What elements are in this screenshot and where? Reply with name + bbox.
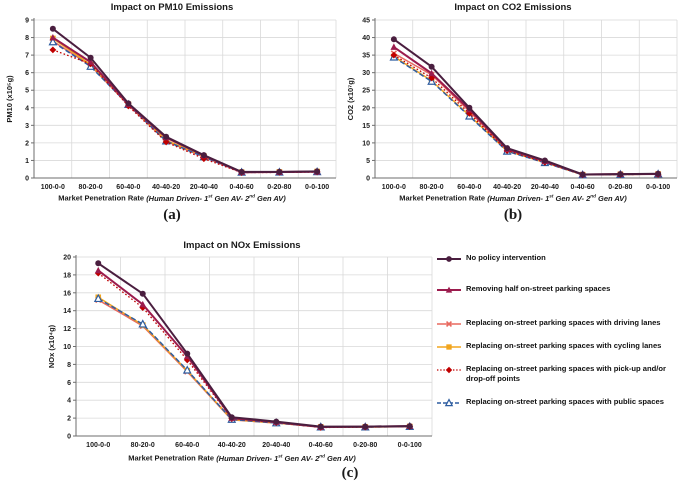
svg-text:4: 4 xyxy=(25,105,29,112)
svg-text:0-20-80: 0-20-80 xyxy=(608,184,632,191)
svg-text:80-20-0: 80-20-0 xyxy=(79,184,103,191)
svg-text:60-40-0: 60-40-0 xyxy=(116,184,140,191)
svg-text:1: 1 xyxy=(25,158,29,165)
svg-text:35: 35 xyxy=(362,53,370,60)
svg-text:100-0-0: 100-0-0 xyxy=(382,184,406,191)
svg-text:14: 14 xyxy=(63,308,71,315)
svg-text:80-20-0: 80-20-0 xyxy=(131,442,155,449)
svg-text:5: 5 xyxy=(25,88,29,95)
svg-text:6: 6 xyxy=(25,70,29,77)
svg-text:0: 0 xyxy=(25,176,29,183)
svg-text:3: 3 xyxy=(25,123,29,130)
svg-text:60-40-0: 60-40-0 xyxy=(175,442,199,449)
legend-label: Removing half on-street parking spaces xyxy=(466,284,611,293)
svg-text:45: 45 xyxy=(362,18,370,25)
legend-item-no-policy: No policy intervention xyxy=(436,253,680,264)
svg-text:18: 18 xyxy=(63,272,71,279)
svg-text:10: 10 xyxy=(63,344,71,351)
svg-text:2: 2 xyxy=(67,416,71,423)
public-spaces-marker-icon xyxy=(437,397,461,406)
svg-text:2: 2 xyxy=(25,140,29,147)
caption-c: (c) xyxy=(341,465,359,481)
legend: No policy intervention Removing half on-s… xyxy=(436,253,680,419)
svg-text:100-0-0: 100-0-0 xyxy=(41,184,65,191)
svg-text:100-0-0: 100-0-0 xyxy=(86,442,110,449)
svg-text:16: 16 xyxy=(63,290,71,297)
svg-text:40-40-20: 40-40-20 xyxy=(152,184,180,191)
legend-item-cycling-lanes: Replacing on-street parking spaces with … xyxy=(436,341,680,352)
legend-item-pickup-dropoff: Replacing on-street parking spaces with … xyxy=(436,364,680,385)
legend-item-driving-lanes: Replacing on-street parking spaces with … xyxy=(436,318,680,329)
svg-text:12: 12 xyxy=(63,326,71,333)
svg-text:9: 9 xyxy=(25,18,29,25)
driving-lanes-marker-icon xyxy=(437,320,461,328)
svg-text:0-0-100: 0-0-100 xyxy=(305,184,329,191)
svg-text:8: 8 xyxy=(67,362,71,369)
svg-text:5: 5 xyxy=(366,158,370,165)
svg-text:20-40-40: 20-40-40 xyxy=(190,184,218,191)
legend-label: No policy intervention xyxy=(466,253,546,262)
svg-text:6: 6 xyxy=(67,380,71,387)
no-policy-marker-icon xyxy=(437,256,461,262)
removing-half-marker-icon xyxy=(437,286,461,293)
co2-plot-area: 0 5 10 15 20 25 30 35 40 45 100-0-0 80-20-0 60-40-0 4… xyxy=(346,18,678,191)
nox-plot-area: 0 2 4 6 8 10 12 14 16 18 20 100-0-0 80-20-0 60-40-0 40… xyxy=(47,255,433,449)
svg-text:20-40-40: 20-40-40 xyxy=(262,442,290,449)
cycling-lanes-marker-icon xyxy=(437,344,461,350)
legend-label: Replacing on-street parking spaces with … xyxy=(466,318,661,327)
svg-text:30: 30 xyxy=(362,70,370,77)
svg-text:0: 0 xyxy=(67,434,71,441)
co2-chart: Impact on CO2 Emissions 0 5 10 15 20 25 30 35 40… xyxy=(345,2,681,224)
svg-text:40-40-20: 40-40-20 xyxy=(493,184,521,191)
caption-a: (a) xyxy=(163,206,181,223)
svg-text:0-40-60: 0-40-60 xyxy=(309,442,333,449)
svg-text:0-40-60: 0-40-60 xyxy=(230,184,254,191)
svg-text:7: 7 xyxy=(25,53,29,60)
pickup-dropoff-marker-icon xyxy=(437,366,461,374)
svg-text:80-20-0: 80-20-0 xyxy=(420,184,444,191)
caption-b: (b) xyxy=(503,206,523,223)
legend-label: Replacing on-street parking spaces with … xyxy=(466,396,664,406)
svg-text:0-0-100: 0-0-100 xyxy=(646,184,670,191)
svg-text:4: 4 xyxy=(67,398,71,405)
svg-text:25: 25 xyxy=(362,88,370,95)
legend-item-removing-half: Removing half on-street parking spaces xyxy=(436,284,680,295)
legend-label: Replacing on-street parking spaces with … xyxy=(466,364,667,384)
pm10-chart: Impact on PM10 Emissions 0 1 2 3 4 5 6 7 8 9 100-0… xyxy=(4,2,340,224)
legend-label: Replacing on-street parking spaces with … xyxy=(466,341,662,350)
nox-chart: Impact on NOx Emissions 0 2 4 6 8 10 12 14 16 18 2… xyxy=(46,240,438,463)
svg-text:40: 40 xyxy=(362,35,370,42)
svg-text:0-0-100: 0-0-100 xyxy=(398,442,422,449)
co2-xaxis-title: Market Penetration Rate (Human Driven- 1… xyxy=(399,193,627,203)
svg-text:60-40-0: 60-40-0 xyxy=(457,184,481,191)
svg-text:0-40-60: 0-40-60 xyxy=(571,184,595,191)
svg-text:15: 15 xyxy=(362,123,370,130)
svg-text:0: 0 xyxy=(366,176,370,183)
pm10-xaxis-title: Market Penetration Rate (Human Driven- 1… xyxy=(58,193,286,203)
svg-text:0-20-80: 0-20-80 xyxy=(353,442,377,449)
pm10-chart-title: Impact on PM10 Emissions xyxy=(110,2,234,13)
svg-text:20: 20 xyxy=(362,105,370,112)
nox-xaxis-title: Market Penetration Rate (Human Driven- 1… xyxy=(128,453,356,463)
svg-text:CO2 (x10⁷g): CO2 (x10⁷g) xyxy=(346,77,355,120)
svg-text:20-40-40: 20-40-40 xyxy=(531,184,559,191)
svg-text:PM10 (x10⁵g): PM10 (x10⁵g) xyxy=(5,75,14,123)
svg-text:20: 20 xyxy=(63,255,71,262)
pm10-plot-area: 0 1 2 3 4 5 6 7 8 9 100-0-0 80-20-0 60-40-0 40-40-20 2… xyxy=(5,18,337,191)
svg-text:8: 8 xyxy=(25,35,29,42)
nox-chart-title: Impact on NOx Emissions xyxy=(183,240,301,251)
svg-text:0-20-80: 0-20-80 xyxy=(267,184,291,191)
co2-chart-title: Impact on CO2 Emissions xyxy=(454,2,572,13)
legend-item-public-spaces: Replacing on-street parking spaces with … xyxy=(436,397,680,408)
svg-text:NOx (x10⁴g): NOx (x10⁴g) xyxy=(47,324,56,368)
svg-text:40-40-20: 40-40-20 xyxy=(218,442,246,449)
svg-text:10: 10 xyxy=(362,140,370,147)
